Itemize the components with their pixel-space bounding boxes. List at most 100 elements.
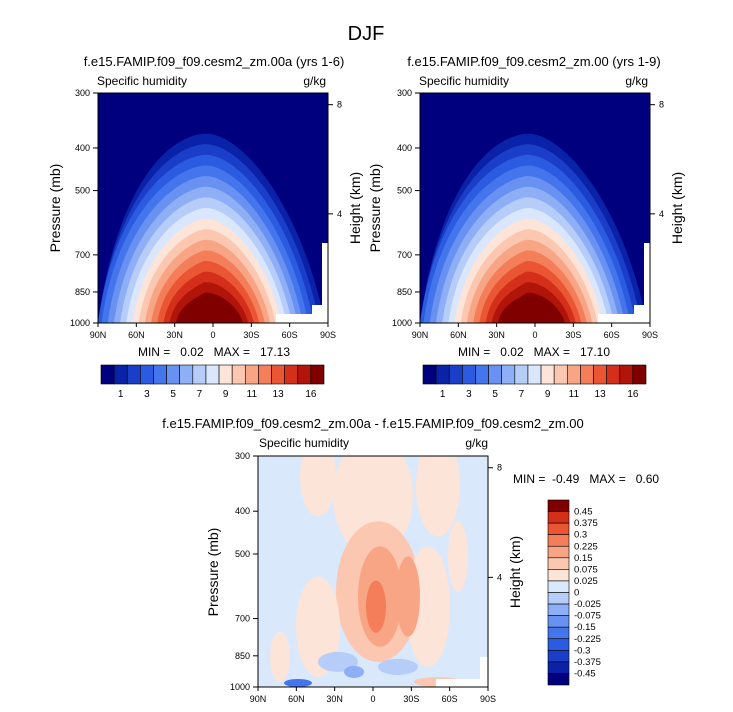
panel-1-ytick-label: 300 bbox=[75, 88, 90, 98]
colorbar-box bbox=[547, 580, 570, 593]
colorbar-box bbox=[547, 661, 570, 674]
diff-region-15 bbox=[284, 678, 312, 687]
colorbar-label: 0.45 bbox=[574, 507, 593, 518]
panel-3-ytick-label: 400 bbox=[235, 506, 250, 516]
colorbar-box bbox=[619, 364, 634, 385]
panel-3-ylabel: Pressure (mb) bbox=[205, 528, 221, 617]
colorbar-box bbox=[547, 522, 570, 535]
panel-2-colorbar: 1 3 5 7 9 11 13 16 bbox=[422, 364, 647, 400]
panel-3-ytick-label: 500 bbox=[235, 549, 250, 559]
colorbar-label: 0.025 bbox=[574, 576, 598, 587]
panel-3-xtick-label: 90S bbox=[480, 694, 496, 704]
colorbar-label: 11 bbox=[247, 389, 258, 400]
panel-3-xtick-label: 30N bbox=[326, 694, 343, 704]
panel-1-plot-area bbox=[98, 93, 328, 323]
panel-2-ytick-label: 300 bbox=[397, 88, 412, 98]
panel-2-ytick-label: 1000 bbox=[392, 318, 412, 328]
panel-2-ytick-label: 700 bbox=[397, 250, 412, 260]
colorbar-label: 0 bbox=[574, 588, 579, 599]
panel-3-plot-area bbox=[258, 456, 488, 687]
panel-2-ytick-label: 850 bbox=[397, 287, 412, 297]
colorbar-label: 0.375 bbox=[574, 518, 598, 529]
colorbar-label: 11 bbox=[569, 389, 580, 400]
colorbar-box bbox=[547, 534, 570, 547]
panel-2-ytick-label: 400 bbox=[397, 143, 412, 153]
diff-region-9 bbox=[366, 580, 386, 633]
panel-2-xtick-label: 30N bbox=[488, 330, 505, 340]
colorbar-label: 9 bbox=[223, 389, 229, 400]
colorbar-label: -0.075 bbox=[574, 611, 601, 622]
colorbar-box bbox=[297, 364, 312, 385]
panel-2-left-label: Specific humidity bbox=[419, 74, 509, 88]
diff-region-12 bbox=[318, 651, 358, 672]
panel-1-stats: MIN = 0.02 MAX = 17.13 bbox=[138, 345, 290, 359]
colorbar-label: -0.025 bbox=[574, 599, 601, 610]
colorbar-box bbox=[527, 364, 542, 385]
panel-1-ytick-label: 700 bbox=[75, 250, 90, 260]
colorbar-box bbox=[547, 615, 570, 628]
panel-3-right-label: g/kg bbox=[465, 436, 488, 450]
colorbar-box bbox=[140, 364, 154, 385]
colorbar-box bbox=[284, 364, 299, 385]
below-ground-mask bbox=[436, 678, 488, 687]
panel-2-ylabel: Pressure (mb) bbox=[367, 164, 383, 253]
panel-3-xtick-label: 0 bbox=[370, 694, 375, 704]
colorbar-box bbox=[547, 592, 570, 605]
panel-3-ytick-right-label: 4 bbox=[497, 572, 502, 582]
colorbar-box bbox=[422, 364, 437, 385]
panel-2-plot-area bbox=[420, 93, 650, 323]
panel-2-xtick-label: 30S bbox=[565, 330, 581, 340]
colorbar-box bbox=[205, 364, 220, 385]
colorbar-label: -0.225 bbox=[574, 634, 601, 645]
panel-2-xtick-label: 60S bbox=[604, 330, 620, 340]
panel-3-ytick-label: 300 bbox=[235, 451, 250, 461]
panel-2-ytick-right-label: 8 bbox=[659, 100, 664, 110]
colorbar-label: 0.3 bbox=[574, 530, 587, 541]
colorbar-box bbox=[244, 364, 259, 385]
diff-region-10 bbox=[448, 521, 468, 592]
colorbar-box bbox=[435, 364, 450, 385]
diff-region-14 bbox=[344, 665, 364, 678]
panel-1-xtick-label: 0 bbox=[210, 330, 215, 340]
colorbar-box bbox=[126, 364, 141, 385]
colorbar-box bbox=[462, 364, 476, 385]
colorbar-box bbox=[547, 650, 570, 663]
colorbar-box bbox=[547, 511, 570, 524]
colorbar-box bbox=[192, 364, 207, 385]
colorbar-box bbox=[100, 364, 115, 385]
colorbar-box bbox=[310, 364, 325, 385]
colorbar-box bbox=[166, 364, 181, 385]
diff-region-3 bbox=[416, 456, 460, 537]
colorbar-box bbox=[580, 364, 594, 385]
panel-3-title: f.e15.FAMIP.f09_f09.cesm2_zm.00a - f.e15… bbox=[162, 416, 584, 431]
colorbar-box bbox=[547, 499, 570, 512]
panel-1-xtick-label: 60N bbox=[128, 330, 145, 340]
colorbar-label: 13 bbox=[273, 389, 285, 400]
colorbar-box bbox=[258, 364, 272, 385]
panel-2-ylabel-right: Height (km) bbox=[669, 172, 685, 244]
panel-1-xtick-label: 60S bbox=[282, 330, 298, 340]
panel-1-right-label: g/kg bbox=[303, 74, 326, 88]
panel-3-ytick-label: 700 bbox=[235, 614, 250, 624]
below-ground-mask bbox=[322, 243, 328, 323]
panel-2-right-label: g/kg bbox=[625, 74, 648, 88]
colorbar-label: 1 bbox=[440, 389, 446, 400]
below-ground-mask bbox=[276, 314, 328, 323]
panel-1-ytick-right-label: 4 bbox=[337, 209, 342, 219]
colorbar-label: 7 bbox=[519, 389, 525, 400]
panel-3-ytick-label: 1000 bbox=[230, 682, 250, 692]
colorbar-box bbox=[218, 364, 233, 385]
panel-1-ytick-label: 500 bbox=[75, 186, 90, 196]
colorbar-box bbox=[514, 364, 529, 385]
colorbar-box bbox=[540, 364, 555, 385]
panel-2-ytick-right-label: 4 bbox=[659, 209, 664, 219]
panel-1-ytick-label: 1000 bbox=[70, 318, 90, 328]
colorbar-box bbox=[606, 364, 621, 385]
colorbar-label: -0.15 bbox=[574, 622, 596, 633]
colorbar-box bbox=[553, 364, 568, 385]
colorbar-label: 3 bbox=[144, 389, 150, 400]
panel-1-ytick-label: 850 bbox=[75, 287, 90, 297]
colorbar-label: -0.3 bbox=[574, 645, 590, 656]
colorbar-box bbox=[448, 364, 463, 385]
below-ground-mask bbox=[598, 314, 650, 323]
